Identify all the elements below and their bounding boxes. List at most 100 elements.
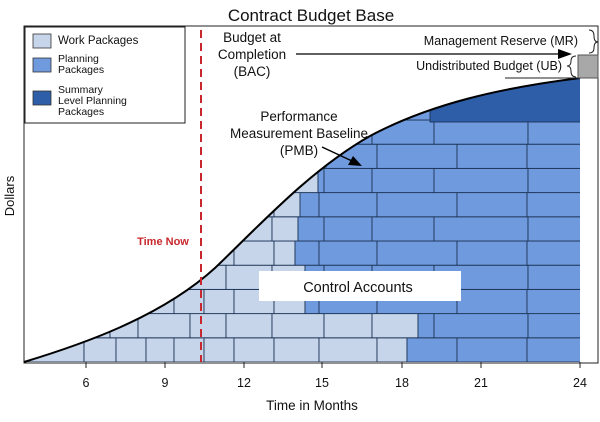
work-package-brick <box>24 119 111 145</box>
work-package-brick <box>273 240 296 266</box>
work-package-brick <box>109 167 139 194</box>
x-axis-ticks: 6 9 12 15 18 21 24 <box>83 362 587 390</box>
work-package-brick <box>137 313 191 339</box>
planning-package-brick <box>527 216 580 242</box>
work-package-brick <box>24 264 111 290</box>
work-package-brick <box>83 240 117 266</box>
bac-arrow-head <box>558 49 572 59</box>
planning-package-brick <box>527 119 580 145</box>
work-package-brick <box>24 240 85 266</box>
planning-package-brick <box>406 337 458 362</box>
work-package-brick <box>233 337 275 362</box>
work-package-brick <box>271 313 325 339</box>
work-package-brick <box>203 95 235 121</box>
work-package-brick <box>273 337 320 362</box>
legend-box <box>24 26 186 124</box>
work-package-brick <box>115 192 147 218</box>
pmb-s-curve <box>23 77 581 363</box>
planning-package-brick <box>323 167 373 194</box>
work-package-brick <box>189 264 227 290</box>
planning-package-brick <box>376 143 458 169</box>
work-package-brick <box>115 143 147 169</box>
work-package-brick <box>137 264 191 290</box>
work-package-brick <box>24 288 85 315</box>
planning-package-brick <box>527 264 580 290</box>
reserve-block <box>577 54 599 79</box>
legend-swatch-work <box>32 33 52 49</box>
work-package-brick <box>145 192 175 218</box>
mr-label: Management Reserve (MR) <box>424 34 578 48</box>
planning-package-brick <box>526 288 580 315</box>
work-package-brick <box>189 78 227 97</box>
work-package-brick <box>189 119 227 145</box>
work-package-brick <box>83 192 117 218</box>
planning-package-brick <box>526 143 580 169</box>
work-package-brick <box>203 337 235 362</box>
planning-package-brick <box>433 119 529 145</box>
planning-package-brick <box>433 313 529 339</box>
legend-label-planning: Planning Packages <box>58 53 104 76</box>
work-package-brick <box>109 119 139 145</box>
planning-package-brick <box>371 167 435 194</box>
work-package-brick <box>83 337 117 362</box>
work-package-brick <box>225 167 273 194</box>
diagram-title: Contract Budget Base <box>228 6 394 25</box>
x-tick-label: 21 <box>474 376 488 390</box>
work-package-brick <box>173 192 205 218</box>
work-package-brick <box>83 143 117 169</box>
planning-package-brick <box>376 240 458 266</box>
work-package-brick <box>109 216 139 242</box>
bac-label: Budget at Completion (BAC) <box>218 30 286 79</box>
work-package-brick <box>109 264 139 290</box>
planning-package-brick <box>371 119 435 145</box>
plot-frame <box>23 25 599 364</box>
work-package-brick <box>145 143 175 169</box>
planning-package-brick <box>526 192 580 218</box>
work-package-brick <box>24 216 111 242</box>
legend-swatch-planning <box>32 57 52 73</box>
work-package-brick <box>173 337 205 362</box>
planning-package-brick <box>323 216 373 242</box>
legend-label-summary: Summary Level Planning Packages <box>58 84 127 118</box>
work-package-brick <box>189 313 227 339</box>
work-package-brick <box>115 288 147 315</box>
planning-package-brick <box>318 240 378 266</box>
planning-package-brick <box>417 313 435 339</box>
work-package-brick <box>115 337 147 362</box>
work-package-brick <box>371 78 381 97</box>
work-package-brick <box>145 337 175 362</box>
work-package-brick <box>271 216 299 242</box>
planning-package-brick <box>456 192 528 218</box>
planning-package-brick <box>379 78 435 97</box>
mr-brace <box>588 29 599 54</box>
work-package-brick <box>173 143 205 169</box>
work-package-brick <box>173 288 205 315</box>
planning-package-brick <box>456 337 528 362</box>
ub-label: Undistributed Budget (UB) <box>416 59 562 73</box>
x-tick-label: 18 <box>395 376 409 390</box>
work-package-brick <box>377 47 400 71</box>
x-tick-label: 15 <box>315 376 329 390</box>
x-tick-label: 6 <box>83 376 90 390</box>
work-package-brick <box>137 167 191 194</box>
work-package-brick <box>189 216 227 242</box>
work-package-brick <box>271 78 325 97</box>
work-package-brick <box>233 192 275 218</box>
legend-label-work: Work Packages <box>58 35 139 47</box>
x-tick-label: 12 <box>237 376 251 390</box>
control-accounts-box <box>259 271 461 301</box>
work-package-brick <box>24 313 111 339</box>
work-package-brick <box>24 143 85 169</box>
planning-package-brick <box>318 192 378 218</box>
planning-package-brick <box>456 240 528 266</box>
work-package-brick <box>323 78 373 97</box>
work-package-brick <box>233 240 275 266</box>
work-package-brick <box>203 192 235 218</box>
work-package-brick <box>189 167 227 194</box>
work-package-brick <box>271 167 319 194</box>
work-package-brick <box>273 192 301 218</box>
work-package-brick <box>376 337 408 362</box>
legend: Work Packages Planning Packages Summary Le… <box>24 26 186 124</box>
planning-package-brick <box>299 192 320 218</box>
